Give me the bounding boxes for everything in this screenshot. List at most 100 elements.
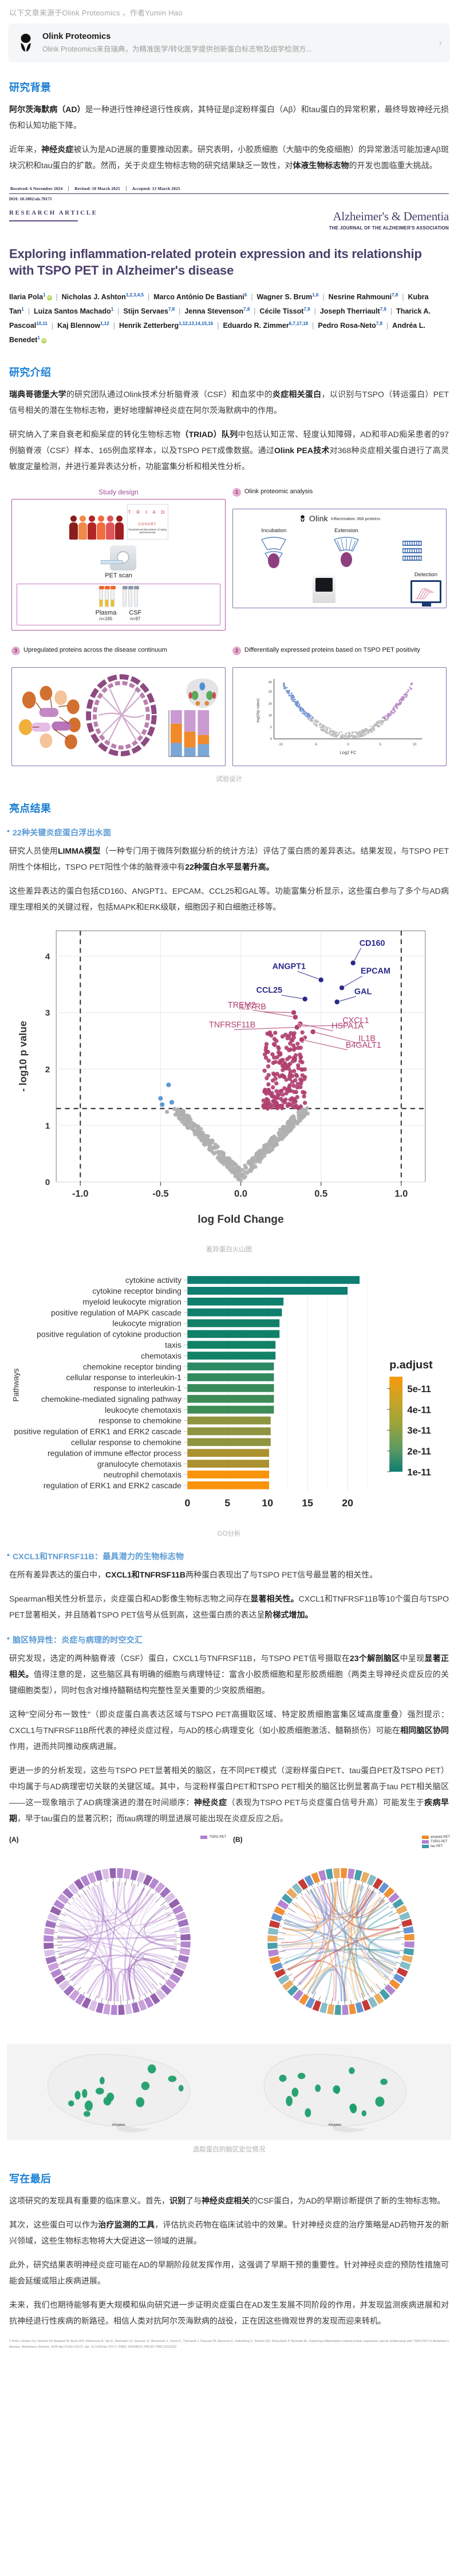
go-legend-tick: 4e-11 <box>407 1404 431 1415</box>
go-bar <box>187 1481 270 1489</box>
author-separator: | <box>56 293 58 302</box>
go-bar <box>187 1286 348 1295</box>
ga-study-design-cell: Study design T R I A D <box>8 485 229 634</box>
article-page: 以下文章来源于Olink Proteomics ，作者Yumin Hao Oli… <box>0 0 458 2367</box>
brain-panel-a: (A) TSPO PET <box>7 1834 227 2039</box>
chevron-right-icon[interactable]: › <box>439 37 442 49</box>
ga-step3-number: 3 <box>11 647 20 656</box>
ga-detection-row: Detection <box>238 572 441 607</box>
volcano-ytick: 0 <box>45 1178 50 1187</box>
go-category-label: granulocyte chemotaxis <box>97 1459 181 1468</box>
svg-text:Pathways: Pathways <box>12 1368 21 1402</box>
volcano-point-label: CXCL1 <box>342 1016 369 1025</box>
go-category-label: cellular response to chemokine <box>71 1437 181 1446</box>
conclusion-paragraph-3: 此外，研究结果表明神经炎症可能在AD的早期阶段就发挥作用，这强调了早期干预的重要… <box>9 2260 449 2286</box>
ga-step3-box <box>11 667 226 767</box>
author-separator: | <box>386 322 389 330</box>
author-separator: | <box>179 307 181 316</box>
author-affiliation: 6 <box>244 292 247 298</box>
highlight-bullet-2: CXCL1和TNFRSF11B：最具潜力的生物标志物 <box>7 1550 449 1562</box>
author-affiliation: 7,8 <box>376 321 382 327</box>
background-paragraph-1: 阿尔茨海默病（AD）是一种进行性神经退行性疾病，其特征是β淀粉样蛋白（Aβ）和t… <box>9 105 449 130</box>
author-name: Kubra Tan1 <box>9 293 429 316</box>
ga-study-design-box: T R I A D COHORT Translational Biomarker… <box>11 499 226 631</box>
dna-strand-icon <box>402 536 422 561</box>
go-legend-tick: 5e-11 <box>407 1384 431 1394</box>
ga-olink-box: Olink Inflammation 368 proteins Incubati… <box>232 509 447 609</box>
author-separator: | <box>390 307 393 316</box>
svg-text:0: 0 <box>347 743 349 747</box>
conclusion-paragraph-4: 未来，我们也期待能够有更大规模和纵向研究进一步证明炎症蛋白在AD发生发展不同阶段… <box>9 2300 449 2326</box>
go-bar <box>187 1471 270 1479</box>
svg-text:10: 10 <box>269 714 272 718</box>
go-bar <box>187 1438 271 1446</box>
incubation-icon <box>257 536 290 569</box>
volcano-point-label: IL17RB <box>239 1003 266 1012</box>
plasma-tubes-icon <box>99 586 116 608</box>
go-bar <box>187 1427 271 1436</box>
chord-diagram-a <box>44 1868 191 2015</box>
chord-diagram-b <box>267 1868 414 2015</box>
journal-rule <box>9 193 449 195</box>
go-category-label: cytokine activity <box>125 1275 181 1285</box>
journal-logo-title: Alzheimer's & Dementia <box>333 209 449 224</box>
brain-region-label: Amygdala <box>112 2123 125 2127</box>
volcano-xtick: 0.5 <box>314 1189 327 1199</box>
author-list: Ilaria Pola1iD | Nicholas J. Ashton1,2,3,4… <box>9 290 449 347</box>
svg-text:-10: -10 <box>278 743 283 747</box>
author-affiliation: 6,7,17,18 <box>289 321 309 327</box>
go-bar <box>187 1460 270 1468</box>
volcano-ytick: 3 <box>45 1009 50 1018</box>
brain-chord-figure: (A) TSPO PET (B) amyloid PET TSPO PET ta… <box>7 1834 451 2154</box>
go-chart-wrap: cytokine activity cytokine receptor bindi… <box>9 1266 449 1538</box>
intro-paragraph-2: 研究纳入了来自衰老和痴呆症的转化生物标志物（TRIAD）队列中包括认知正常、轻度… <box>9 430 449 471</box>
go-category-label: regulation of immune effector process <box>48 1448 181 1457</box>
svg-text:-5: -5 <box>314 743 317 747</box>
author-name: Tharick A. Pascoal10,11 <box>9 307 431 330</box>
ga-extension: Extension <box>330 528 363 568</box>
highlight-3-paragraph-2: 这种"空间分布一致性"（即炎症蛋白高表达区域与TSPO PET高摄取区域、特定胶… <box>9 1710 449 1751</box>
volcano-point-label: ANGPT1 <box>273 962 306 972</box>
ga-csf-label: CSF <box>129 609 142 617</box>
olink-instrument-icon <box>313 576 335 604</box>
volcano-point-label: CCL25 <box>256 986 283 995</box>
go-category-label: regulation of ERK1 and ERK2 cascade <box>44 1481 181 1490</box>
author-separator: | <box>217 322 219 330</box>
volcano-ytick: 1 <box>45 1121 50 1131</box>
highlight-2-paragraph-1: 在所有差异表达的蛋白中，CXCL1和TNFRSF11B两种蛋白表现出了与TSPO… <box>9 1570 378 1580</box>
journal-dates: Received: 6 November 2024 Revised: 10 Ma… <box>9 186 449 193</box>
ga-network-circos-icon <box>18 674 219 758</box>
go-xtick: 10 <box>262 1497 273 1508</box>
graphical-abstract-figure: Study design T R I A D <box>8 485 450 784</box>
svg-text:- log10 p value: - log10 p value <box>17 1021 29 1092</box>
go-legend-tick: 1e-11 <box>407 1467 431 1477</box>
journal-accepted: Accepted: 13 March 2025 <box>125 186 186 192</box>
volcano-point-label: GAL <box>354 988 372 997</box>
ga-people-icon <box>69 504 124 540</box>
volcano-point-label: HSPA1A <box>331 1022 364 1031</box>
volcano-point-label: B4GALT1 <box>346 1041 381 1050</box>
section-heading-background: 研究背景 <box>9 82 52 94</box>
ga-incubation-label: Incubation <box>261 528 287 534</box>
journal-logo: Alzheimer's & Dementia THE JOURNAL OF TH… <box>329 209 449 231</box>
ga-assay-row: Incubation Extension <box>238 528 441 569</box>
highlight-3-paragraph-3: 更进一步的分析发现，这些与TSPO PET显著相关的脑区，在不同PET模式（淀粉… <box>9 1766 449 1824</box>
go-bar <box>187 1276 360 1284</box>
journal-doi: DOI: 10.1002/alz.70171 <box>9 196 52 202</box>
highlight-bullet-3: 脑区特异性：炎症与病理的时空交汇 <box>7 1634 449 1646</box>
journal-header-block: Received: 6 November 2024 Revised: 10 Ma… <box>9 186 449 231</box>
go-category-label: myeloid leukocyte migration <box>82 1297 181 1306</box>
brain-coronal-icon <box>186 679 219 708</box>
go-category-label: chemokine-mediated signaling pathway <box>41 1394 181 1404</box>
author-separator: | <box>402 293 404 302</box>
journal-row: RESEARCH ARTICLE Alzheimer's & Dementia … <box>9 209 449 231</box>
go-xtick: 5 <box>224 1497 230 1508</box>
volcano-point-label: TNFRSF11B <box>209 1021 255 1030</box>
account-description: Olink Proteomics来自瑞典，为精准医学/转化医学提供创新蛋白标志物… <box>42 45 312 53</box>
paper-title: Exploring inflammation-related protein e… <box>9 247 422 278</box>
csf-tubes-icon <box>123 586 139 608</box>
go-category-label: cellular response to interleukin-1 <box>66 1373 181 1382</box>
account-card[interactable]: Olink Proteomics Olink Proteomics来自瑞典，为精… <box>8 23 450 63</box>
ga-pet-scan: PET scan <box>17 545 220 579</box>
